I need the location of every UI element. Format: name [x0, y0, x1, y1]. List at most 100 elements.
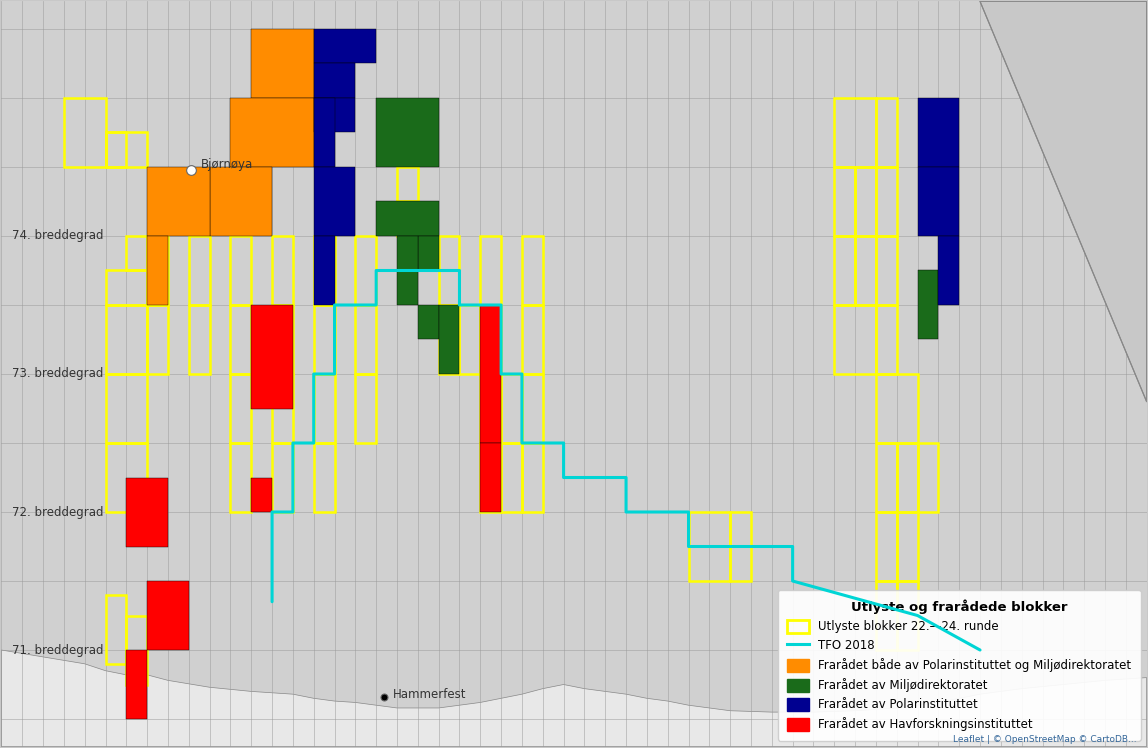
Bar [272, 443, 293, 512]
Bar [106, 443, 147, 512]
Bar [689, 512, 730, 581]
Bar [356, 305, 377, 374]
Bar [876, 167, 897, 236]
Bar [313, 443, 334, 512]
Bar [480, 374, 502, 443]
Bar [313, 374, 334, 443]
Bar [147, 581, 188, 650]
Bar [231, 98, 313, 167]
Text: Hammerfest: Hammerfest [393, 687, 466, 701]
Bar [313, 167, 356, 236]
Bar [251, 305, 293, 408]
Bar [835, 167, 855, 236]
Bar [917, 98, 960, 167]
Bar [147, 167, 210, 236]
Text: Bjørnøya: Bjørnøya [201, 158, 254, 171]
Bar [439, 236, 459, 305]
Bar [356, 374, 377, 443]
Bar [231, 443, 251, 512]
Bar [522, 443, 543, 512]
Bar [480, 305, 502, 374]
Bar [876, 581, 897, 650]
Bar [313, 236, 334, 305]
Bar [855, 167, 876, 236]
Bar [377, 201, 439, 236]
Bar [522, 374, 543, 443]
Bar [1042, 29, 1126, 98]
Polygon shape [1, 650, 1147, 747]
Bar [313, 64, 356, 98]
Bar [126, 616, 147, 684]
Bar [272, 236, 293, 305]
Bar [313, 98, 356, 132]
Bar [188, 236, 210, 305]
Text: 74. breddegrad: 74. breddegrad [11, 230, 103, 242]
Bar [272, 305, 293, 374]
Bar [897, 443, 917, 512]
Bar [522, 305, 543, 374]
Bar [835, 305, 876, 374]
Bar [251, 477, 272, 512]
Bar [313, 29, 377, 64]
Bar [272, 374, 293, 443]
Bar [126, 477, 168, 547]
Bar [418, 305, 439, 340]
Bar [106, 132, 126, 167]
Bar [480, 305, 502, 443]
Text: 71. breddegrad: 71. breddegrad [11, 643, 103, 657]
Bar [876, 512, 897, 581]
Bar [106, 305, 147, 374]
Bar [147, 305, 168, 374]
Bar [480, 236, 502, 305]
Bar [106, 132, 147, 167]
Text: 72. breddegrad: 72. breddegrad [11, 506, 103, 518]
Bar [188, 305, 210, 374]
Bar [876, 98, 897, 167]
Bar [439, 305, 459, 374]
Bar [231, 236, 251, 305]
Bar [313, 305, 334, 374]
Bar [231, 305, 251, 374]
Bar [397, 201, 418, 236]
Bar [439, 305, 459, 374]
Bar [251, 29, 313, 98]
Bar [897, 512, 917, 581]
Bar [397, 167, 418, 201]
Bar [1063, 98, 1126, 167]
Bar [876, 443, 897, 512]
Bar [147, 236, 168, 305]
Text: 73. breddegrad: 73. breddegrad [11, 367, 103, 381]
Bar [313, 236, 334, 305]
Bar [106, 374, 147, 443]
Text: Leaflet | © OpenStreetMap © CartoDB...: Leaflet | © OpenStreetMap © CartoDB... [953, 735, 1137, 744]
Bar [917, 443, 938, 512]
Bar [522, 236, 543, 305]
Bar [897, 581, 917, 650]
Bar [876, 305, 897, 374]
Bar [313, 98, 334, 167]
Bar [126, 650, 147, 719]
Bar [917, 271, 938, 340]
Bar [418, 236, 439, 271]
Bar [917, 167, 960, 236]
Bar [459, 305, 480, 374]
Polygon shape [980, 1, 1147, 402]
Bar [855, 236, 876, 305]
Bar [64, 98, 106, 167]
Bar [480, 443, 502, 512]
Bar [938, 236, 960, 305]
Bar [210, 167, 272, 236]
Bar [876, 374, 917, 443]
Bar [377, 98, 439, 167]
Bar [730, 512, 751, 581]
Bar [397, 236, 418, 305]
Bar [835, 236, 855, 305]
Bar [502, 374, 522, 443]
Bar [126, 236, 147, 271]
Bar [147, 236, 168, 305]
Bar [106, 271, 147, 305]
Legend: Utlyste blokker 22.—24. runde, TFO 2018, Frarådet både av Polarinstituttet og Mi: Utlyste blokker 22.—24. runde, TFO 2018,… [778, 589, 1141, 741]
Bar [876, 236, 897, 305]
Bar [835, 98, 876, 167]
Bar [356, 236, 377, 305]
